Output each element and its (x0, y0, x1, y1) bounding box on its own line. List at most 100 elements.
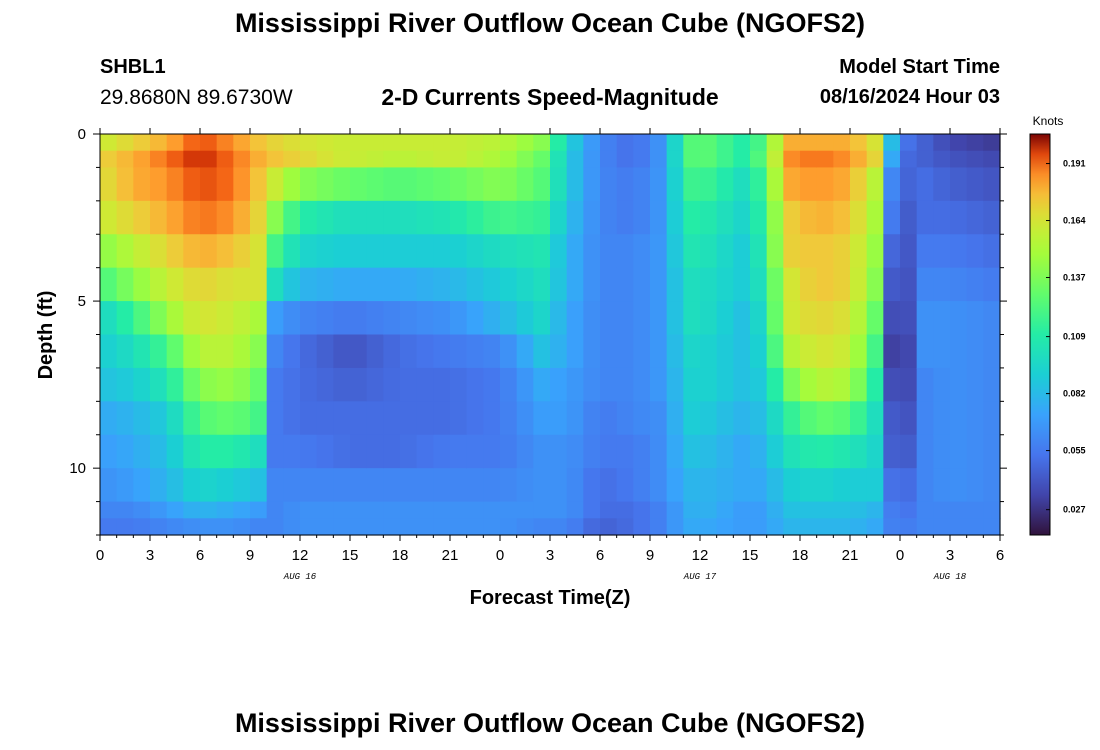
heatmap-cell (500, 200, 518, 235)
colorbar-tick-label: 0.109 (1063, 332, 1086, 342)
heatmap-cell (883, 167, 901, 202)
heatmap-cell (700, 267, 718, 302)
heatmap-cell (750, 434, 768, 469)
heatmap-cell (683, 301, 701, 336)
heatmap-cell (633, 267, 651, 302)
heatmap-cell (766, 401, 784, 436)
heatmap-cell (966, 367, 984, 402)
heatmap-cell (300, 150, 318, 169)
heatmap-cell (800, 134, 818, 152)
heatmap-cell (333, 501, 351, 519)
heatmap-cell (683, 167, 701, 202)
heatmap-cell (516, 134, 534, 152)
heatmap-cell (433, 401, 451, 436)
heatmap-cell (833, 134, 851, 152)
heatmap-cell (466, 468, 484, 503)
heatmap-cell (133, 468, 151, 503)
heatmap-cell (733, 434, 751, 469)
heatmap-cell (483, 267, 501, 302)
heatmap-cell (483, 200, 501, 235)
heatmap-cell (233, 367, 251, 402)
heatmap-cell (433, 501, 451, 519)
heatmap-cell (183, 334, 201, 369)
heatmap-cell (633, 518, 651, 536)
heatmap-cell (450, 150, 468, 169)
heatmap-cell (600, 518, 618, 536)
heatmap-cell (916, 134, 934, 152)
heatmap-cell (300, 501, 318, 519)
heatmap-cell (750, 267, 768, 302)
heatmap-cell (150, 334, 168, 369)
heatmap-cell (666, 468, 684, 503)
heatmap-cell (550, 267, 568, 302)
heatmap-cell (866, 267, 884, 302)
heatmap-cell (633, 367, 651, 402)
heatmap-cell (950, 367, 968, 402)
heatmap-cell (316, 518, 334, 536)
heatmap-cell (516, 334, 534, 369)
heatmap-cell (983, 267, 1001, 302)
heatmap-cell (150, 468, 168, 503)
heatmap-cell (100, 334, 118, 369)
heatmap-cell (266, 367, 284, 402)
heatmap-cell (533, 401, 551, 436)
heatmap-cell (433, 334, 451, 369)
heatmap-cell (316, 367, 334, 402)
heatmap-cell (883, 401, 901, 436)
heatmap-cell (816, 234, 834, 269)
heatmap-cell (116, 200, 134, 235)
heatmap-cell (966, 150, 984, 169)
x-tick-label: 18 (792, 547, 809, 564)
heatmap-cell (300, 301, 318, 336)
heatmap-cell (466, 334, 484, 369)
heatmap-cell (333, 468, 351, 503)
heatmap-cell (883, 150, 901, 169)
heatmap-cell (333, 134, 351, 152)
heatmap-cell (883, 134, 901, 152)
heatmap-cell (733, 518, 751, 536)
heatmap-cell (233, 134, 251, 152)
heatmap-cell (816, 501, 834, 519)
heatmap-cell (400, 401, 418, 436)
heatmap-cell (183, 401, 201, 436)
heatmap-cell (150, 518, 168, 536)
heatmap-cell (283, 501, 301, 519)
heatmap-cell (550, 334, 568, 369)
heatmap-cell (216, 501, 234, 519)
heatmap-cell (233, 334, 251, 369)
heatmap-cell (283, 518, 301, 536)
y-axis-title: Depth (ft) (35, 291, 57, 380)
heatmap-cell (900, 501, 918, 519)
heatmap-cell (116, 267, 134, 302)
heatmap-cell (833, 501, 851, 519)
heatmap-cell (366, 434, 384, 469)
heatmap-cell (333, 150, 351, 169)
heatmap-cell (450, 301, 468, 336)
heatmap-cell (900, 134, 918, 152)
heatmap-cell (350, 134, 368, 152)
heatmap-cell (650, 334, 668, 369)
heatmap-cell (366, 134, 384, 152)
heatmap-cell (100, 434, 118, 469)
heatmap-cell (266, 134, 284, 152)
heatmap-cell (500, 150, 518, 169)
heatmap-cell (550, 134, 568, 152)
heatmap-cell (200, 301, 218, 336)
heatmap-cell (883, 367, 901, 402)
heatmap-cell (266, 301, 284, 336)
heatmap-cell (400, 468, 418, 503)
heatmap-cell (233, 234, 251, 269)
heatmap-cell (800, 234, 818, 269)
heatmap-cell (166, 401, 184, 436)
heatmap-cell (933, 150, 951, 169)
heatmap-cell (450, 367, 468, 402)
heatmap-cell (600, 134, 618, 152)
heatmap-cell (483, 501, 501, 519)
heatmap-cell (200, 234, 218, 269)
heatmap-cell (233, 401, 251, 436)
heatmap-cell (583, 234, 601, 269)
heatmap-cell (250, 367, 268, 402)
heatmap-cell (566, 301, 584, 336)
heatmap-cell (500, 367, 518, 402)
heatmap-cell (283, 367, 301, 402)
